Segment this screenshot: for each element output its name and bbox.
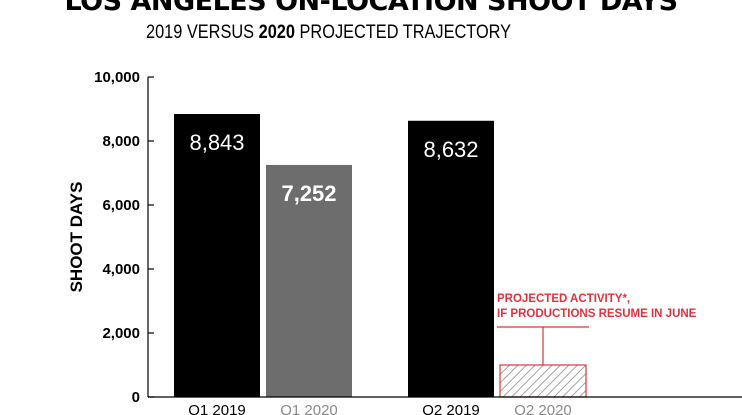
y-tick-label: 0: [132, 389, 140, 406]
y-tick-label: 8,000: [102, 133, 140, 150]
chart-title: LOS ANGELES ON-LOCATION SHOOT DAYS: [64, 0, 678, 17]
x-tick-label: Q1 2019: [188, 402, 246, 415]
bar: [499, 364, 587, 398]
annotation: PROJECTED ACTIVITY*, IF PRODUCTIONS RESUM…: [497, 293, 697, 365]
bar: [266, 164, 352, 397]
annotation-text: IF PRODUCTIONS RESUME IN JUNE: [497, 308, 697, 320]
y-tick-label: 2,000: [102, 325, 140, 342]
subtitle-prefix: 2019 VERSUS: [146, 22, 259, 43]
bar: [408, 120, 494, 397]
bar-data-label: 8,632: [423, 137, 478, 162]
y-tick-label: 4,000: [102, 261, 140, 278]
y-tick-label: 10,000: [94, 69, 140, 86]
x-axis: Q1 2019 Q1 2020 Q2 2019 Q2 2020: [148, 396, 742, 415]
subtitle-suffix: PROJECTED TRAJECTORY: [294, 22, 512, 43]
x-tick-label: Q1 2020: [280, 402, 338, 415]
bar: [174, 114, 260, 398]
x-tick-label: Q2 2019: [422, 402, 480, 415]
bar-data-label: 8,843: [189, 130, 244, 155]
y-axis-label: SHOOT DAYS: [67, 182, 86, 293]
bar-data-label: 7,252: [281, 181, 336, 206]
annotation-text: PROJECTED ACTIVITY*,: [497, 293, 630, 305]
y-axis: 0 2,000 4,000 6,000 8,000 10,000 SHOOT DAYS: [67, 69, 154, 406]
x-tick-label: Q2 2020: [514, 402, 572, 415]
chart-subtitle: 2019 VERSUS 2020 PROJECTED TRAJECTORY: [146, 22, 511, 44]
y-tick-label: 6,000: [102, 197, 140, 214]
subtitle-emphasis: 2020: [258, 22, 295, 43]
bars: 8,843 7,252 8,632: [174, 114, 587, 398]
